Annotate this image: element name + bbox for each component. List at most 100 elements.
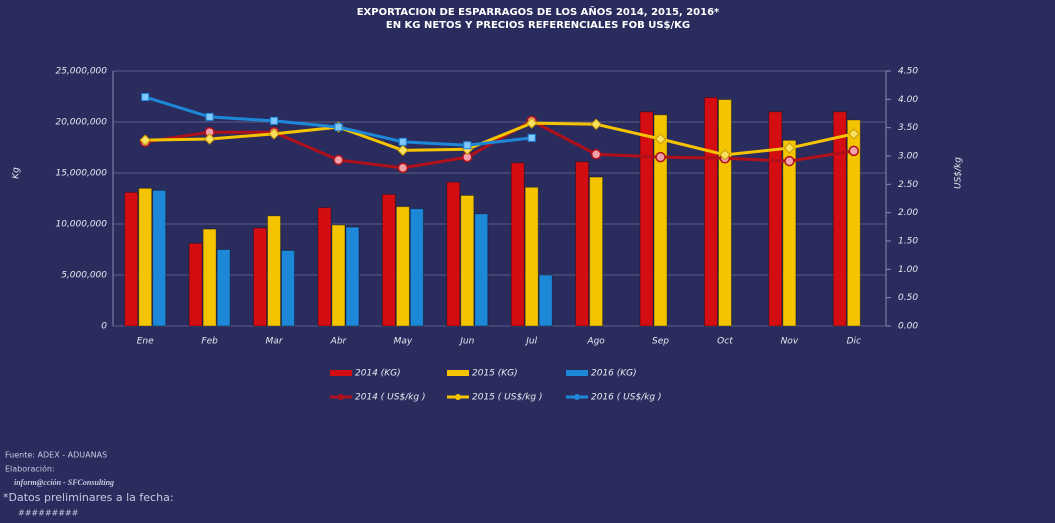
footer-note: *Datos preliminares a la fecha: — [3, 491, 174, 504]
line-marker — [398, 137, 407, 146]
bar — [703, 97, 718, 327]
line-marker — [205, 112, 214, 121]
y-tick-label: 10,000,000 — [55, 220, 107, 230]
line-marker — [333, 154, 344, 166]
legend-swatch — [447, 370, 469, 376]
chart-title: EXPORTACION DE ESPARRAGOS DE LOS AÑOS 20… — [357, 5, 720, 18]
y-tick-label: 20,000,000 — [55, 118, 107, 128]
x-tick-label: Sep — [652, 337, 669, 347]
y-axis-label: Kg — [12, 167, 22, 179]
x-tick-label: Ene — [137, 337, 154, 347]
bar — [152, 189, 167, 327]
y-tick-label: 15,000,000 — [55, 169, 107, 179]
x-tick-label: Jul — [524, 337, 537, 347]
x-tick-label: Abr — [330, 337, 348, 347]
bar — [395, 206, 410, 327]
legend-label: 2015 ( US$/kg ) — [472, 393, 543, 403]
line-marker — [848, 145, 860, 157]
bar — [575, 161, 590, 327]
footer-source: Fuente: ADEX - ADUANAS — [5, 451, 107, 460]
bar — [317, 207, 332, 327]
bar — [409, 208, 424, 327]
bar — [138, 187, 153, 327]
line-marker — [397, 144, 409, 157]
bar — [524, 186, 539, 327]
bar — [846, 119, 861, 327]
bar — [832, 111, 847, 327]
line-marker — [654, 133, 667, 145]
line-marker — [334, 123, 343, 132]
line-marker — [203, 133, 216, 145]
line-marker — [139, 134, 151, 146]
y2-tick-label: 0.50 — [898, 293, 918, 303]
legend-swatch — [330, 370, 352, 376]
bar — [281, 250, 296, 327]
y2-axis-label: US$/kg — [954, 157, 964, 189]
bar — [538, 274, 553, 327]
footer-date: ######### — [18, 509, 79, 518]
bar — [460, 194, 475, 327]
bar — [253, 227, 268, 327]
bar — [639, 111, 654, 327]
legend-marker — [338, 394, 344, 400]
line-marker — [783, 142, 796, 154]
bar — [782, 139, 797, 327]
bar — [345, 226, 360, 327]
line-marker — [527, 133, 536, 142]
bar — [510, 162, 525, 327]
bar — [653, 114, 668, 327]
legend-label: 2015 (KG) — [472, 369, 518, 379]
x-tick-label: Oct — [717, 337, 733, 347]
line-marker — [719, 149, 731, 161]
x-tick-label: Mar — [266, 337, 284, 347]
bar — [717, 99, 732, 327]
line-marker — [463, 141, 472, 150]
bar — [188, 242, 203, 327]
line — [144, 119, 855, 170]
line-marker — [268, 128, 280, 140]
line-marker — [397, 162, 409, 174]
bar — [331, 224, 346, 327]
line — [145, 121, 855, 157]
y2-tick-label: 3.00 — [898, 152, 918, 162]
y2-tick-label: 4.00 — [898, 95, 918, 105]
legend-marker — [455, 394, 461, 400]
y2-tick-label: 3.50 — [898, 123, 918, 133]
y2-tick-label: 2.00 — [898, 208, 918, 218]
bar — [589, 176, 604, 327]
bar — [202, 228, 217, 327]
legend-label: 2016 (KG) — [591, 369, 637, 379]
y-tick-label: 5,000,000 — [61, 271, 107, 281]
legend-label: 2014 (KG) — [355, 369, 401, 379]
bar — [446, 181, 461, 327]
line-marker — [655, 151, 666, 163]
y-tick-label: 25,000,000 — [55, 67, 107, 77]
x-tick-label: May — [394, 337, 413, 347]
x-tick-label: Dic — [847, 337, 861, 347]
line-marker — [590, 149, 602, 160]
line-marker — [270, 116, 279, 125]
y2-tick-label: 0.00 — [898, 322, 918, 332]
bar — [474, 213, 489, 327]
y-tick-label: 0 — [101, 322, 107, 332]
legend-label: 2014 ( US$/kg ) — [355, 393, 426, 403]
legend-swatch — [566, 370, 588, 376]
line-marker — [526, 117, 538, 129]
legend-marker — [574, 394, 580, 400]
y2-tick-label: 2.50 — [898, 180, 918, 190]
x-tick-label: Nov — [781, 337, 799, 347]
legend-label: 2016 ( US$/kg ) — [591, 393, 662, 403]
x-tick-label: Feb — [201, 337, 218, 347]
y2-tick-label: 4.50 — [898, 67, 918, 77]
bar — [381, 193, 396, 327]
footer-elaboration: Elaboración: — [5, 464, 55, 474]
bar — [267, 215, 282, 327]
bar — [768, 111, 783, 327]
line-marker — [784, 155, 795, 167]
footer-author: inform@cción - SFConsulting — [14, 478, 114, 487]
y2-tick-label: 1.50 — [898, 237, 918, 247]
x-tick-label: Ago — [586, 337, 605, 347]
x-tick-label: Jun — [458, 337, 474, 347]
y2-tick-label: 1.00 — [898, 265, 918, 275]
